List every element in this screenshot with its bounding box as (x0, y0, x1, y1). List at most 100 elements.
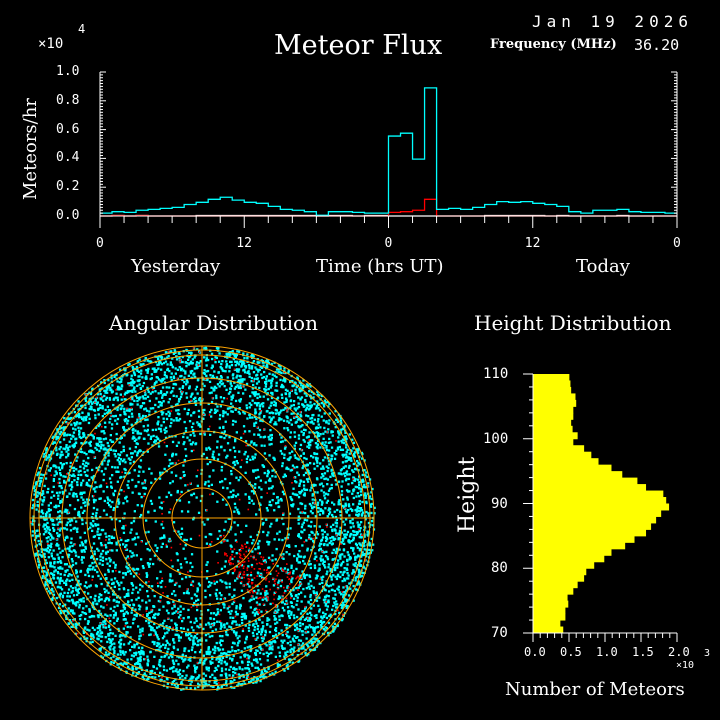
angular-point (176, 633, 179, 636)
angular-point (114, 455, 117, 458)
angular-point (55, 542, 59, 545)
angular-point (73, 543, 76, 546)
angular-point (350, 459, 353, 462)
angular-point (46, 527, 49, 530)
angular-point (343, 542, 346, 545)
angular-point (302, 559, 305, 563)
angular-point (67, 607, 70, 610)
angular-point (307, 515, 310, 518)
angular-point (262, 436, 265, 439)
angular-point (252, 623, 255, 626)
angular-point (116, 459, 119, 462)
angular-point (343, 439, 346, 442)
angular-point (283, 602, 287, 606)
angular-point (229, 657, 232, 660)
angular-point (250, 376, 253, 380)
angular-point (184, 430, 188, 433)
angular-point (228, 407, 231, 410)
angular-point (204, 359, 208, 362)
angular-point (118, 641, 121, 644)
angular-point (264, 481, 267, 484)
angular-point (341, 618, 344, 621)
angular-point (178, 639, 181, 642)
angular-point (210, 483, 213, 486)
angular-point (55, 504, 58, 507)
angular-point (296, 559, 299, 562)
angular-point (138, 415, 141, 418)
angular-point (207, 585, 210, 588)
angular-point (298, 390, 302, 393)
angular-point (209, 660, 212, 663)
angular-point (138, 465, 141, 468)
angular-point (297, 649, 300, 652)
angular-point (153, 439, 157, 442)
angular-point (155, 644, 159, 647)
angular-point (328, 614, 331, 618)
angular-point (302, 379, 305, 382)
angular-point (320, 467, 323, 470)
angular-point (263, 370, 266, 374)
angular-point (308, 389, 311, 393)
angular-point (305, 457, 308, 461)
angular-point (313, 452, 316, 456)
angular-point (250, 440, 253, 443)
angular-point (122, 426, 125, 429)
angular-point (125, 593, 129, 596)
angular-point (139, 658, 142, 661)
angular-point (104, 391, 107, 394)
angular-point (164, 426, 168, 429)
angular-point (241, 380, 244, 383)
angular-point (48, 454, 51, 457)
angular-point (164, 393, 167, 396)
angular-point (328, 511, 332, 514)
angular-point (281, 647, 285, 650)
angular-point (310, 642, 314, 645)
angular-point (70, 483, 73, 486)
angular-point (109, 439, 112, 442)
angular-point (334, 568, 337, 572)
angular-point (146, 395, 150, 398)
angular-point (147, 442, 150, 445)
angular-point (328, 437, 331, 441)
angular-point (83, 501, 87, 504)
angular-point (269, 625, 272, 628)
angular-point (303, 595, 307, 598)
angular-point (145, 542, 148, 545)
angular-point (137, 604, 141, 607)
angular-point (148, 360, 151, 363)
angular-point (110, 374, 113, 377)
angular-point (316, 461, 319, 464)
angular-point (290, 504, 293, 507)
angular-point (72, 431, 76, 434)
angular-point (178, 366, 181, 369)
angular-point (206, 377, 209, 380)
angular-point (96, 530, 99, 533)
angular-point (60, 561, 63, 564)
angular-point (288, 615, 291, 618)
angular-point (291, 577, 294, 580)
angular-point (75, 604, 78, 607)
angular-point (181, 682, 184, 686)
angular-point (266, 469, 270, 472)
angular-point (308, 431, 311, 434)
angular-point (37, 550, 40, 553)
angular-point (118, 381, 121, 384)
angular-point (187, 592, 190, 595)
angular-point (158, 477, 162, 480)
angular-point (258, 433, 261, 436)
angular-point (323, 399, 327, 402)
angular-point (111, 638, 114, 641)
angular-point (328, 541, 331, 545)
flux-y-tick-label: 0.4 (56, 150, 80, 166)
angular-point (238, 607, 242, 610)
angular-point (89, 526, 92, 529)
angular-point (232, 419, 235, 423)
angular-point (210, 612, 213, 615)
angular-point (167, 656, 171, 659)
angular-point (157, 378, 161, 381)
angular-point (366, 552, 369, 555)
angular-point (125, 409, 129, 412)
angular-point (160, 545, 163, 549)
angular-point (290, 601, 293, 604)
angular-point (107, 653, 110, 656)
